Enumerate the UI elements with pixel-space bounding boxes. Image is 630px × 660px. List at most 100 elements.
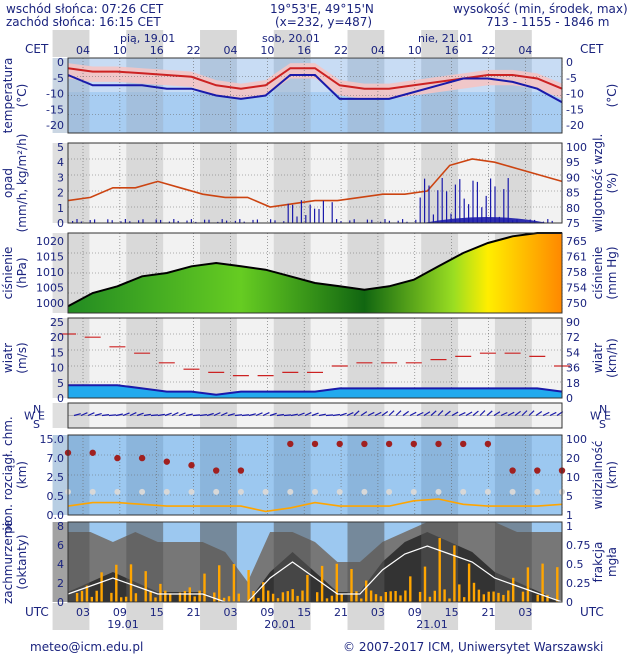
fog-bar xyxy=(463,597,466,602)
fog-bar xyxy=(507,590,510,602)
utc-hour-tick: 03 xyxy=(76,606,90,619)
fog-bar xyxy=(389,591,392,602)
precip-bar xyxy=(287,203,289,223)
night-shade xyxy=(126,318,164,398)
night-shade xyxy=(494,143,532,223)
cet-hour-tick: 04 xyxy=(223,44,237,57)
wind-arrow xyxy=(262,412,270,417)
precip-bar xyxy=(437,190,439,223)
fog-bar xyxy=(286,591,289,602)
left-tick: 5 xyxy=(57,377,64,390)
fog-bar xyxy=(443,589,446,602)
right-tick: 750 xyxy=(566,297,587,310)
fog-bar xyxy=(129,564,133,602)
bottom-day-label: 19.01 xyxy=(107,618,139,631)
left-tick: 0.5 xyxy=(47,490,65,503)
cloud-top-dot xyxy=(509,467,516,474)
precip-bar xyxy=(388,220,390,223)
cloud-top-dot xyxy=(435,440,442,448)
wind-arrow xyxy=(185,413,193,417)
fog-bar xyxy=(448,598,451,602)
wind-arrow xyxy=(318,413,326,417)
wind-arrow xyxy=(542,411,550,417)
wind-arrow xyxy=(507,411,515,417)
fog-bar xyxy=(374,594,378,602)
compass-n: N xyxy=(599,403,607,416)
precip-bar xyxy=(296,216,298,223)
right-tick: 75 xyxy=(566,217,580,230)
right-axis-label: widzialność xyxy=(591,441,605,510)
wind-arrow xyxy=(108,414,117,417)
precip-bar xyxy=(322,200,324,223)
precip-bar xyxy=(243,221,245,223)
wind-arrow xyxy=(276,413,285,417)
precip-bar xyxy=(380,221,382,223)
precip-bar xyxy=(72,221,74,223)
wind-arrow xyxy=(297,412,305,417)
panel-frame xyxy=(67,434,563,516)
fog-bar xyxy=(188,587,191,602)
precip-bar xyxy=(402,219,404,223)
fog-bar xyxy=(154,597,157,602)
top-day-label: nie, 21.01 xyxy=(418,32,473,45)
wind-arrow xyxy=(234,414,243,417)
top-night-band xyxy=(126,30,164,57)
wind-arrow xyxy=(423,411,431,417)
cet-hour-tick: 16 xyxy=(445,44,459,57)
wind-arrow xyxy=(416,411,424,417)
right-tick: 0.75 xyxy=(566,539,591,552)
precip-bar xyxy=(80,221,82,223)
fog-bar xyxy=(369,590,373,602)
right-tick: 0 xyxy=(566,56,573,69)
fog-bar xyxy=(247,570,250,602)
precip-bar xyxy=(204,219,206,223)
right-axis-label: (mm Hg) xyxy=(605,246,619,299)
left-tick: -20 xyxy=(46,119,64,132)
wind-arrow xyxy=(409,411,417,417)
fog-bar xyxy=(198,590,201,602)
wind-arrow xyxy=(521,410,528,416)
cloud-low-dot xyxy=(312,488,318,495)
fog-bar xyxy=(85,585,89,602)
right-tick: 761 xyxy=(566,251,587,264)
fog-bar xyxy=(394,591,397,602)
precip-bar xyxy=(208,219,210,223)
cloud-low-dot xyxy=(114,488,121,495)
fog-bar xyxy=(472,582,476,602)
utc-hour-tick: 09 xyxy=(408,606,422,619)
wind-arrow xyxy=(514,410,521,416)
precip-bar xyxy=(221,219,223,223)
fog-bar xyxy=(164,590,167,602)
precip-bar xyxy=(432,214,434,223)
cet-hour-tick: 16 xyxy=(297,44,311,57)
fog-bar xyxy=(512,577,515,602)
footer-email[interactable]: meteo@icm.edu.pl xyxy=(30,640,144,654)
wind-arrow xyxy=(171,412,179,417)
humidity-line xyxy=(67,158,563,208)
wind-arrow xyxy=(360,411,368,417)
fog-bar xyxy=(546,594,549,602)
wind-arrow xyxy=(220,412,228,417)
night-shade xyxy=(347,318,385,398)
left-tick: 15.0 xyxy=(40,433,65,446)
fog-bar xyxy=(487,591,490,602)
precip-bar xyxy=(217,221,219,223)
top-day-label: pią, 19.01 xyxy=(120,32,175,45)
wind-arrow xyxy=(346,412,354,417)
left-axis-label: zachmurzenie xyxy=(1,520,15,604)
cloud-low-dot xyxy=(163,488,170,495)
cloud-top-dot xyxy=(410,440,417,448)
fog-bar xyxy=(316,592,319,602)
wind-arrow xyxy=(157,413,166,417)
wind-arrow xyxy=(101,413,110,417)
right-axis-label: (km) xyxy=(605,461,619,489)
left-tick: 2 xyxy=(57,187,64,200)
cloud-low-dot xyxy=(509,488,516,495)
utc-hour-tick: 21 xyxy=(482,606,496,619)
precip-bar xyxy=(120,221,122,223)
temp-range-band xyxy=(68,63,562,99)
right-tick: 95 xyxy=(566,156,580,169)
cloud-low-dot xyxy=(262,488,269,495)
fog-bar xyxy=(399,595,402,602)
precip-bar xyxy=(252,219,254,223)
